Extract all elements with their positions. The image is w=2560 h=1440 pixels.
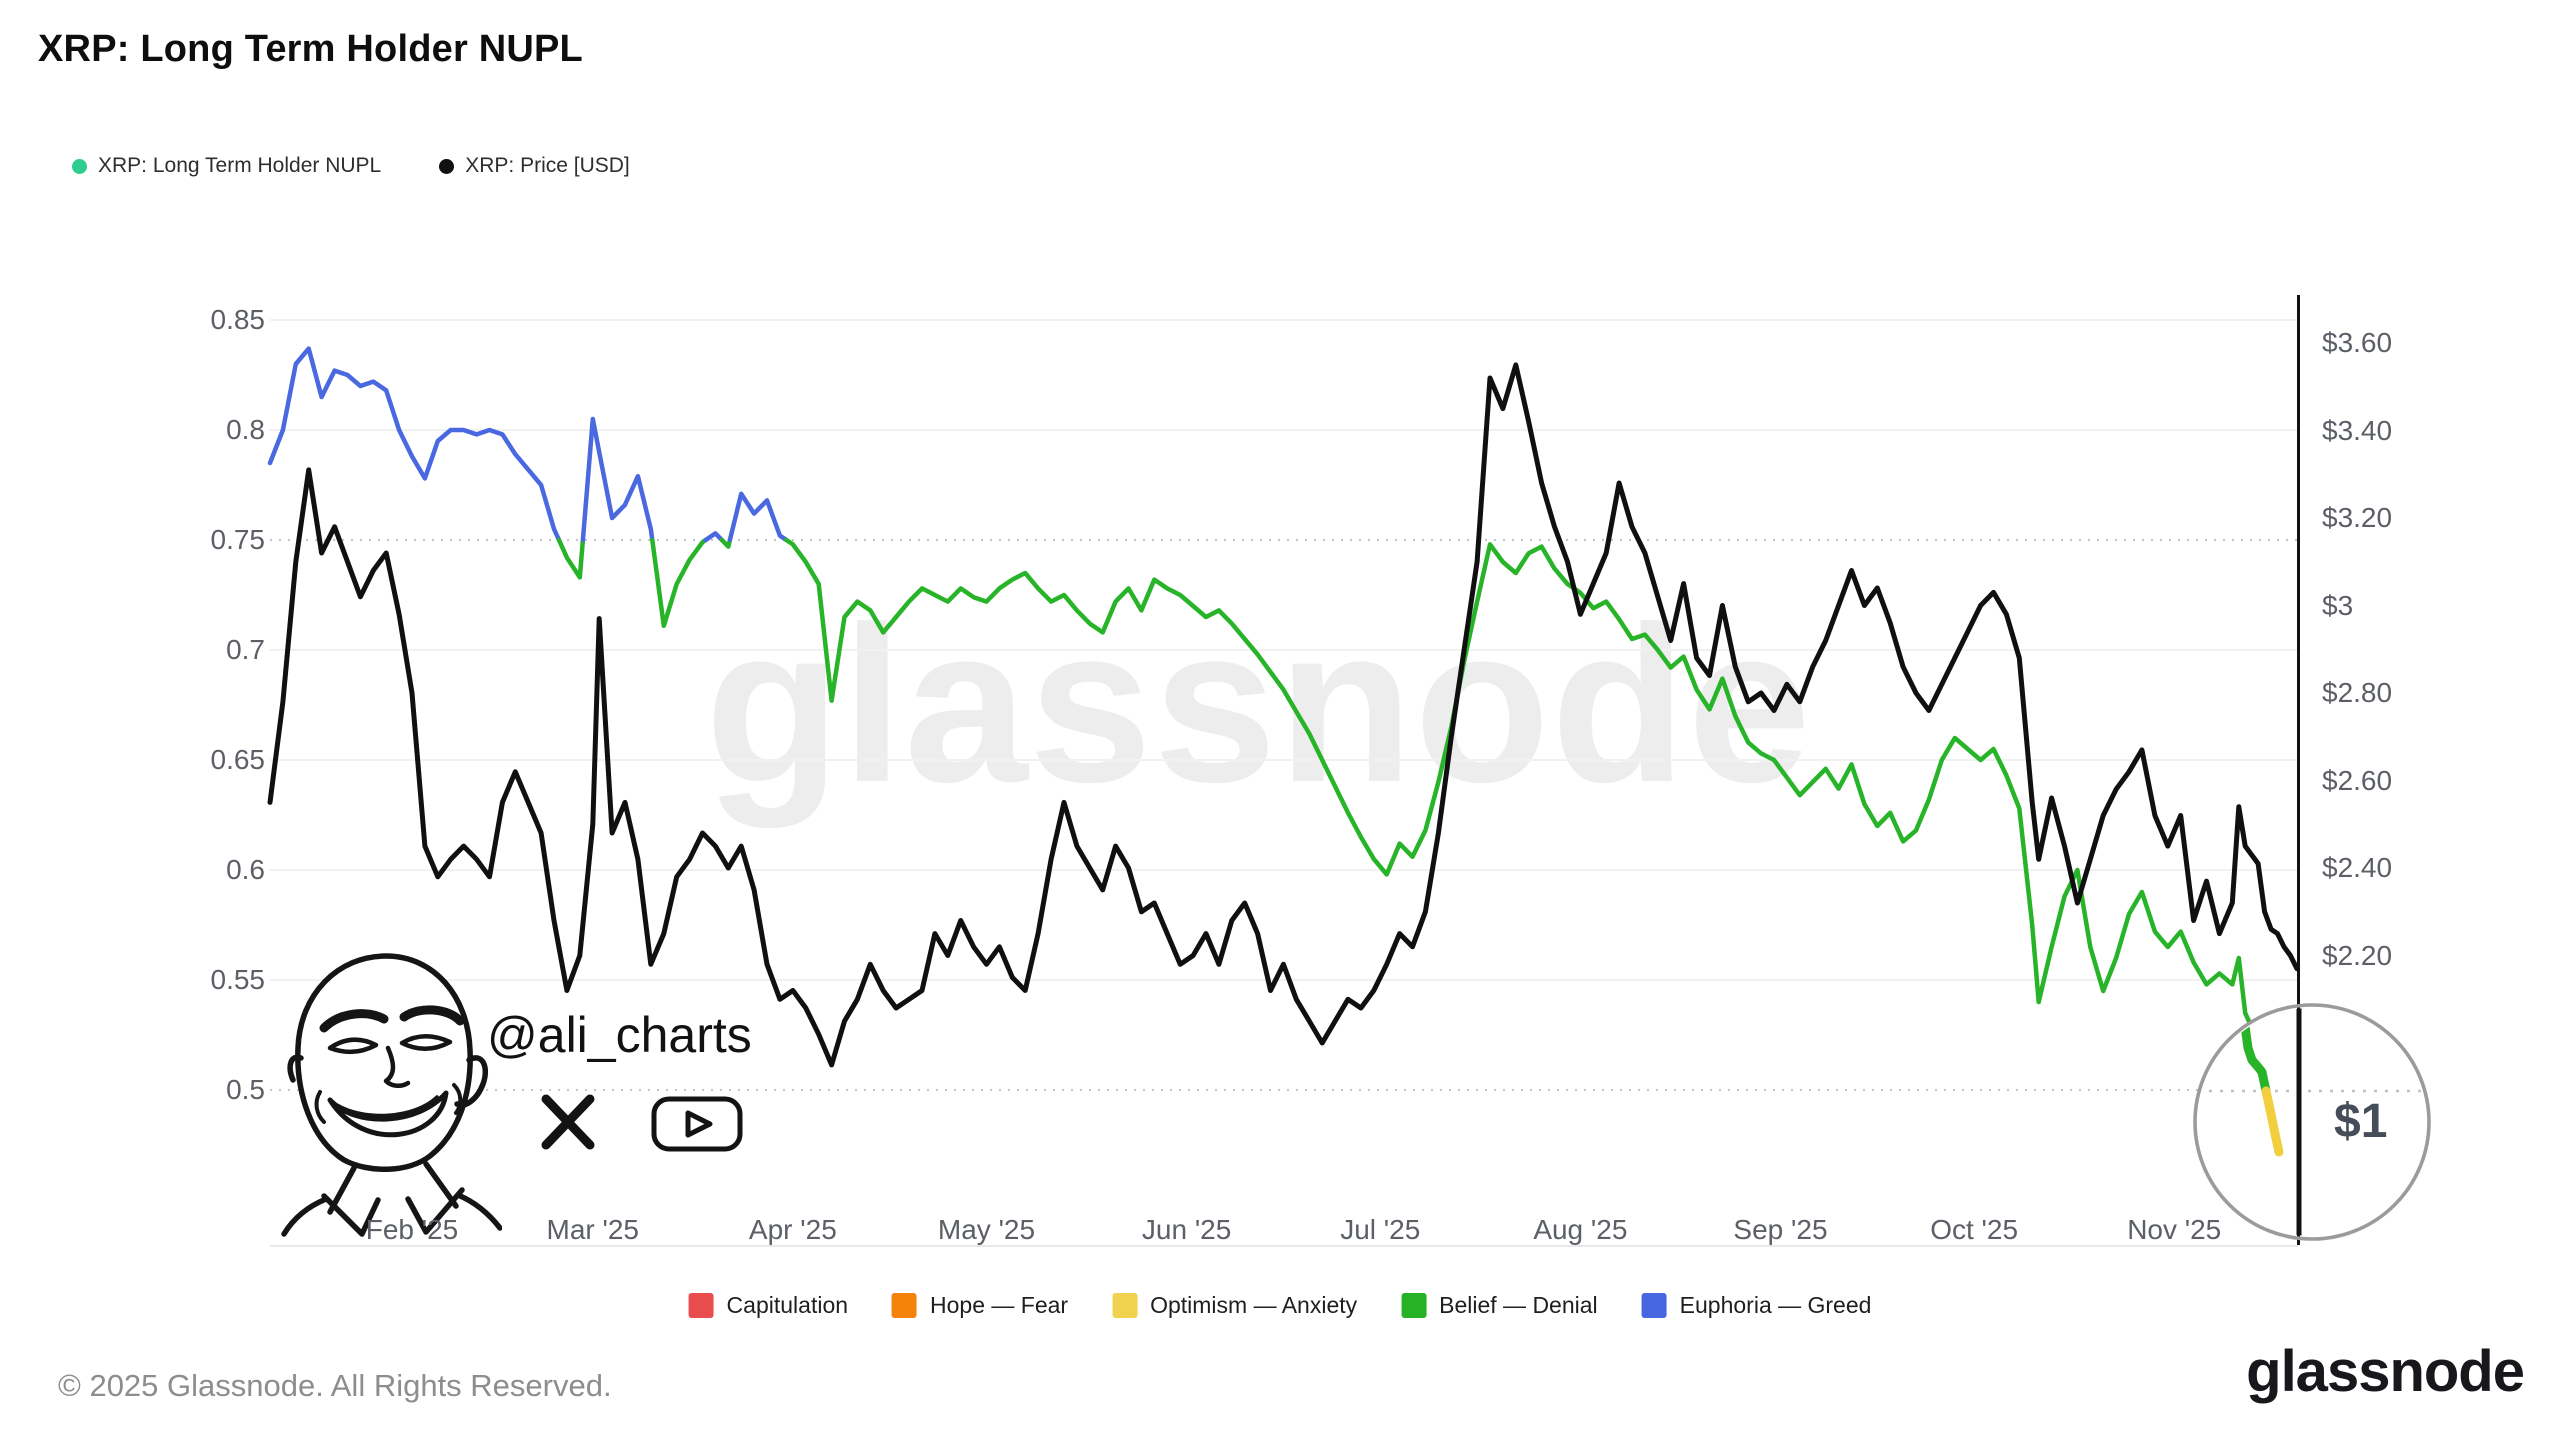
x-axis-tick: Feb '25 [365,1214,459,1245]
nupl-line-segment [727,491,789,543]
nupl-line-segment [650,537,708,629]
x-axis-tick: Jun '25 [1141,1214,1232,1245]
y-axis-right-tick: $3.20 [2322,502,2393,533]
price-line [267,362,2300,1068]
sentiment-legend-item: Belief — Denial [1401,1292,1598,1319]
sentiment-legend-item: Euphoria — Greed [1641,1292,1872,1319]
series-legend: XRP: Long Term Holder NUPL XRP: Price [US… [72,154,630,178]
y-axis-right-tick: $2.40 [2322,852,2393,883]
magnifier-price-label: $1 [2334,1095,2388,1148]
y-axis-right-tick: $3.40 [2322,414,2393,446]
y-axis-left-tick: 0.7 [226,634,265,665]
sentiment-legend: Capitulation Hope — Fear Optimism — Anxiet… [688,1292,1872,1319]
nupl-line-segment [703,531,725,543]
y-axis-right-tick: $2.80 [2322,677,2393,708]
x-axis-tick: Apr '25 [748,1214,837,1245]
x-logo-icon [541,1094,595,1150]
attribution-handle: @ali_charts [487,1007,752,1063]
brand-logo: glassnode [2246,1339,2525,1404]
x-axis-tick: Oct '25 [1930,1214,2019,1245]
sentiment-legend-item: Optimism — Anxiety [1112,1292,1357,1319]
x-axis-tick: Sep '25 [1733,1214,1828,1245]
y-axis-right-tick: $3.60 [2322,327,2393,358]
avatar-illustration [281,953,502,1237]
youtube-icon [651,1096,743,1152]
legend-dot [72,158,87,174]
legend-item[interactable]: XRP: Long Term Holder NUPL [72,154,381,178]
sentiment-label: Euphoria — Greed [1679,1292,1872,1318]
nupl-line-segment [556,537,586,580]
sentiment-label: Capitulation [726,1292,849,1318]
x-axis-tick: May '25 [937,1214,1036,1245]
y-axis-left-tick: 0.55 [210,964,266,995]
sentiment-legend-item: Hope — Fear [892,1292,1068,1319]
legend-item[interactable]: XRP: Price [USD] [439,154,630,178]
y-axis-left-tick: 0.8 [226,414,265,445]
sentiment-label: Optimism — Anxiety [1150,1292,1358,1318]
y-axis-left-tick: 0.65 [210,744,266,775]
nupl-line-segment [719,537,733,549]
nupl-line-segment [580,416,655,543]
y-axis-right-tick: $2.60 [2322,764,2393,796]
y-axis-right-tick: $2.20 [2322,939,2393,971]
copyright: © 2025 Glassnode. All Rights Reserved. [58,1368,612,1403]
x-axis-tick: Mar '25 [546,1214,640,1245]
sentiment-swatch [892,1293,918,1318]
magnifier-circle [2193,1003,2431,1241]
sentiment-swatch [1112,1293,1138,1318]
page-title: XRP: Long Term Holder NUPL [38,28,583,70]
x-axis-tick: Aug '25 [1533,1214,1628,1245]
legend-label: XRP: Price [USD] [465,154,630,177]
magnifier-nupl-green [2237,1008,2271,1096]
x-axis-tick: Jul '25 [1340,1214,1421,1245]
legend-dot [439,158,455,174]
y-axis-left-tick: 0.85 [210,304,266,335]
x-axis-tick: Nov '25 [2127,1214,2222,1245]
sentiment-label: Hope — Fear [930,1292,1069,1318]
sentiment-swatch [1641,1293,1667,1318]
y-axis-left-tick: 0.6 [226,854,265,885]
nupl-line-segment [784,537,2284,1093]
sentiment-swatch [1401,1293,1427,1318]
magnifier-nupl-yellow [2261,1086,2284,1157]
y-axis-left-tick: 0.5 [226,1074,265,1105]
y-axis-left-tick: 0.75 [210,524,266,555]
nupl-line-segment [267,346,562,543]
y-axis-right-tick: $3 [2322,589,2354,621]
legend-label: XRP: Long Term Holder NUPL [98,154,382,177]
sentiment-legend-item: Capitulation [688,1292,849,1319]
sentiment-label: Belief — Denial [1439,1292,1598,1318]
sentiment-swatch [688,1293,714,1318]
